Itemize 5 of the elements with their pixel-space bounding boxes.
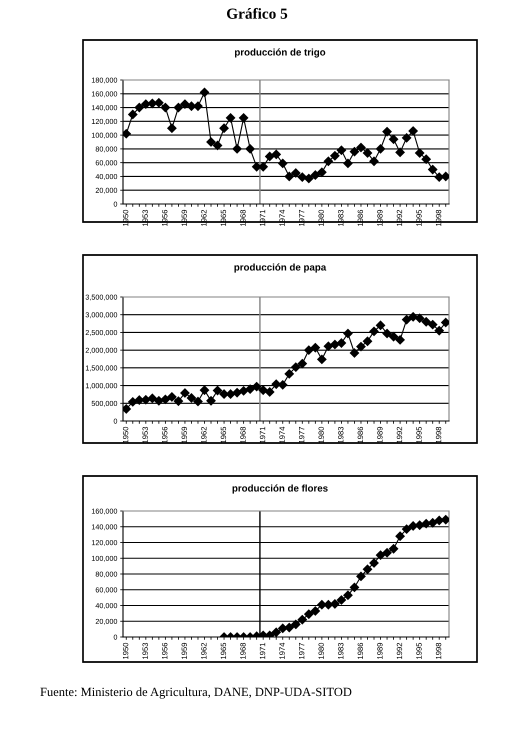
- text: Gráfico 5: [226, 8, 288, 19]
- chart-title: producción de flores: [232, 484, 328, 494]
- source-note: Fuente: Ministerio de Agricultura, DANE, DNP-UDA-SITOD: [40, 687, 352, 699]
- chart-title: producción de trigo: [235, 48, 326, 58]
- chart-title: producción de papa: [234, 263, 326, 273]
